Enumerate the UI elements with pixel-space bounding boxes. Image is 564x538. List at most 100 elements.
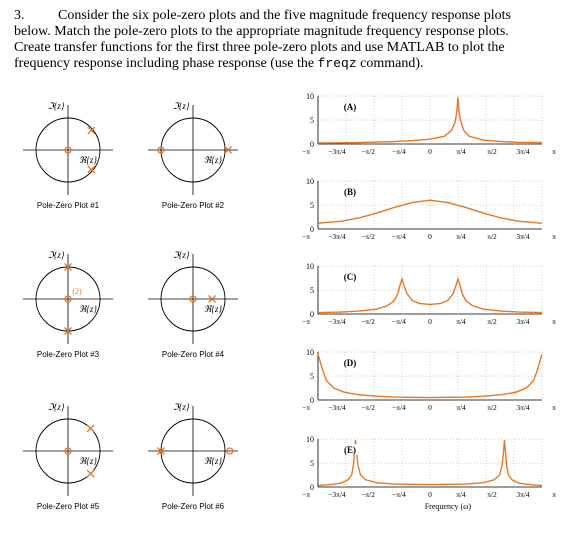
panel-label-box — [340, 357, 360, 368]
zero-marker — [64, 146, 72, 154]
x-tick-label: −3π/4 — [328, 317, 346, 326]
freq-response-3: 0 5 10 −π −3π/4 −π/2 −π/4 0 π/4 π/2 3π/4 π (C) — [302, 262, 556, 326]
imag-axis-label: ℑ{z} — [173, 101, 190, 111]
pole-zero-caption: Pole-Zero Plot #2 — [162, 201, 225, 210]
x-tick-label: −π/4 — [392, 403, 406, 412]
x-tick-label: π/4 — [456, 232, 466, 241]
panel-label: (D) — [344, 358, 357, 368]
y-tick-label: 0 — [310, 140, 314, 149]
x-tick-label: −π/2 — [361, 232, 375, 241]
x-tick-label: 0 — [428, 232, 432, 241]
freq-response-4: 0 5 10 −π −3π/4 −π/2 −π/4 0 π/4 π/2 3π/4 π (D) — [302, 348, 556, 412]
magnitude-line — [318, 199, 542, 224]
pole-zero-plot-6: ℑ{z} ℜ{z} Pole-Zero Plot #6 — [148, 402, 238, 511]
x-tick-label: π/2 — [487, 490, 497, 499]
real-axis-label: ℜ{z} — [204, 304, 222, 314]
y-tick-label: 0 — [310, 396, 314, 405]
x-tick-label: −3π/4 — [328, 403, 346, 412]
y-tick-label: 10 — [306, 435, 314, 444]
x-tick-label: π/2 — [487, 232, 497, 241]
y-tick-label: 5 — [310, 201, 314, 210]
x-tick-label: −π/2 — [361, 403, 375, 412]
real-axis-label: ℜ{z} — [79, 456, 97, 466]
pole-zero-plot-3: ℑ{z} ℜ{z} Pole-Zero Plot #3 (2) — [23, 250, 113, 359]
y-tick-label: 0 — [310, 483, 314, 492]
x-tick-label: −π/2 — [361, 490, 375, 499]
y-tick-label: 10 — [306, 262, 314, 271]
freq-response-2: 0 5 10 −π −3π/4 −π/2 −π/4 0 π/4 π/2 3π/4 π (B) — [302, 177, 556, 241]
x-tick-label: π — [552, 403, 556, 412]
x-tick-label: π — [552, 490, 556, 499]
freq-response-5: 0 5 10 −π −3π/4 −π/2 −π/4 0 π/4 π/2 3π/4 π (E) Freque… — [302, 435, 556, 511]
zero-marker — [64, 295, 72, 303]
y-tick-label: 0 — [310, 225, 314, 234]
pole-marker — [86, 424, 95, 433]
imag-axis-label: ℑ{z} — [48, 402, 65, 412]
x-tick-label: π/2 — [487, 147, 497, 156]
pole-zero-caption: Pole-Zero Plot #5 — [37, 502, 100, 511]
y-tick-label: 5 — [310, 286, 314, 295]
x-tick-label: 3π/4 — [516, 317, 530, 326]
panel-label: (E) — [344, 445, 356, 455]
imag-axis-label: ℑ{z} — [173, 402, 190, 412]
x-tick-label: 3π/4 — [516, 403, 530, 412]
x-tick-label: −3π/4 — [328, 232, 346, 241]
x-tick-label: π/2 — [487, 403, 497, 412]
x-tick-label: 3π/4 — [516, 147, 530, 156]
freq-response-1: 0 5 10 −π −3π/4 −π/2 −π/4 0 π/4 π/2 3π/4 π (A) — [302, 92, 556, 156]
real-axis-label: ℜ{z} — [204, 155, 222, 165]
x-tick-label: 0 — [428, 490, 432, 499]
panel-label-box — [340, 101, 360, 112]
x-tick-label: 3π/4 — [516, 232, 530, 241]
zero-multiplicity-label: (2) — [72, 287, 82, 296]
question-text: 3. Consider the six pole-zero plots and t… — [14, 8, 554, 72]
x-tick-label: 0 — [428, 317, 432, 326]
y-tick-label: 10 — [306, 92, 314, 101]
y-tick-label: 10 — [306, 348, 314, 357]
imag-axis-label: ℑ{z} — [48, 250, 65, 260]
zero-marker — [64, 447, 72, 455]
x-axis-label: Frequency (ω) — [425, 502, 472, 511]
pole-zero-caption: Pole-Zero Plot #4 — [162, 350, 225, 359]
panel-label: (C) — [344, 272, 357, 282]
x-tick-label: −π/4 — [392, 232, 406, 241]
x-tick-label: −π — [302, 147, 310, 156]
magnitude-line — [318, 439, 542, 487]
x-tick-label: 3π/4 — [516, 490, 530, 499]
imag-axis-label: ℑ{z} — [48, 101, 65, 111]
x-tick-label: −π — [302, 490, 310, 499]
zero-marker — [189, 295, 197, 303]
x-tick-label: π — [552, 147, 556, 156]
question-line-3: Create transfer functions for the first … — [14, 40, 505, 55]
x-tick-label: π/4 — [456, 490, 466, 499]
imag-axis-label: ℑ{z} — [173, 250, 190, 260]
zero-marker — [157, 146, 165, 154]
magnitude-line — [318, 97, 542, 144]
pole-zero-caption: Pole-Zero Plot #1 — [37, 201, 100, 210]
x-tick-label: π/2 — [487, 317, 497, 326]
x-tick-label: π — [552, 232, 556, 241]
pole-zero-plot-4: ℑ{z} ℜ{z} Pole-Zero Plot #4 — [148, 250, 238, 359]
pole-zero-plot-5: ℑ{z} ℜ{z} Pole-Zero Plot #5 — [23, 402, 113, 511]
pole-zero-plot-2: ℑ{z} ℜ{z} Pole-Zero Plot #2 — [148, 101, 238, 210]
x-tick-label: 0 — [428, 403, 432, 412]
x-tick-label: −π/4 — [392, 317, 406, 326]
magnitude-line — [317, 354, 543, 399]
freqz-command: freqz — [317, 56, 357, 71]
question-number: 3. — [14, 8, 25, 23]
zero-marker — [226, 447, 234, 455]
question-line-2: below. Match the pole-zero plots to the … — [14, 24, 509, 39]
real-axis-label: ℜ{z} — [79, 304, 97, 314]
magnitude-line — [318, 276, 542, 314]
x-tick-label: π — [552, 317, 556, 326]
x-tick-label: 0 — [428, 147, 432, 156]
panel-label-box — [340, 271, 360, 282]
real-axis-label: ℜ{z} — [79, 155, 97, 165]
x-tick-label: −π — [302, 232, 310, 241]
panel-label: (A) — [344, 102, 357, 112]
pole-zero-caption: Pole-Zero Plot #6 — [162, 502, 225, 511]
x-tick-label: −π/2 — [361, 147, 375, 156]
x-tick-label: −π/4 — [392, 147, 406, 156]
x-tick-label: π/4 — [456, 317, 466, 326]
x-tick-label: −π — [302, 403, 310, 412]
